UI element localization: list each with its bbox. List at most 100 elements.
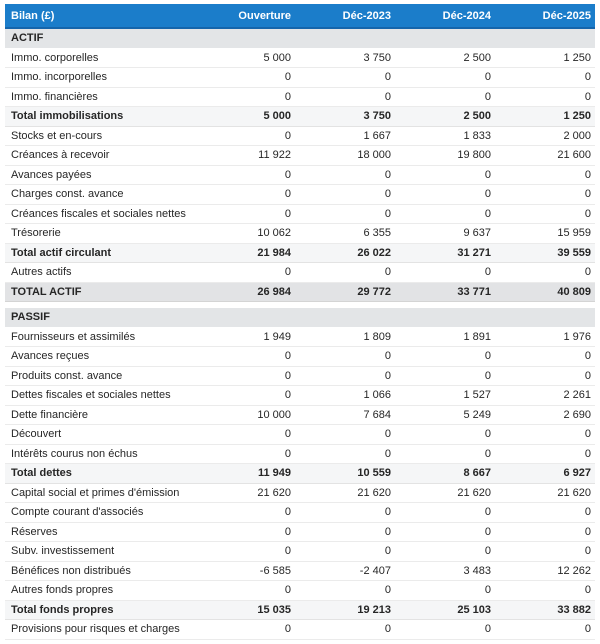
table-row: Immo. financières 0 0 0 0 xyxy=(5,87,595,107)
table-row: Produits const. avance 0 0 0 0 xyxy=(5,366,595,386)
table-row: Réserves 0 0 0 0 xyxy=(5,522,595,542)
cell-value-dec-2025: 0 xyxy=(495,522,595,542)
cell-value-dec-2023: 21 620 xyxy=(295,483,395,503)
cell-value-dec-2023: 3 750 xyxy=(295,48,395,68)
cell-value-dec-2023: 0 xyxy=(295,580,395,601)
row-label: Bénéfices non distribués xyxy=(5,561,195,581)
cell-value-dec-2025: 0 xyxy=(495,424,595,445)
row-label: Dettes fiscales et sociales nettes xyxy=(5,385,195,406)
cell-value-ouverture: 0 xyxy=(195,385,295,406)
table-row: Découvert 0 0 0 0 xyxy=(5,424,595,445)
cell-value-dec-2024: 0 xyxy=(395,184,495,205)
cell-value-ouverture: 11 922 xyxy=(195,145,295,166)
table-row: Autres fonds propres 0 0 0 0 xyxy=(5,580,595,601)
cell-value-ouverture: 21 984 xyxy=(195,242,295,263)
cell-value-dec-2024: 2 500 xyxy=(395,48,495,68)
row-label: Avances reçues xyxy=(5,346,195,367)
cell-value-ouverture: 0 xyxy=(195,366,295,386)
column-header-dec-2023: Déc-2023 xyxy=(295,4,395,29)
row-label: Produits const. avance xyxy=(5,366,195,386)
cell-value-ouverture: 0 xyxy=(195,346,295,367)
cell-value-dec-2024: 0 xyxy=(395,346,495,367)
cell-value-dec-2024: 31 271 xyxy=(395,242,495,263)
table-row: Total fonds propres 15 035 19 213 25 103… xyxy=(5,599,595,620)
row-label: Découvert xyxy=(5,424,195,445)
cell-value-ouverture: 0 xyxy=(195,87,295,107)
cell-value-dec-2024: 5 249 xyxy=(395,405,495,425)
balance-sheet-table: Bilan (£) Ouverture Déc-2023 Déc-2024 Dé… xyxy=(5,4,595,644)
cell-value-dec-2025: 21 620 xyxy=(495,483,595,503)
row-label: Autres fonds propres xyxy=(5,580,195,601)
table-header: Bilan (£) Ouverture Déc-2023 Déc-2024 Dé… xyxy=(5,4,595,29)
cell-value-dec-2025: 12 262 xyxy=(495,561,595,581)
cell-value-dec-2025: 0 xyxy=(495,262,595,283)
cell-value-ouverture: 0 xyxy=(195,67,295,88)
cell-value-dec-2025: 1 976 xyxy=(495,327,595,347)
cell-value-dec-2024: 0 xyxy=(395,67,495,88)
cell-value-dec-2024: 0 xyxy=(395,619,495,640)
row-label: Immo. corporelles xyxy=(5,48,195,68)
cell-value-dec-2024: 9 637 xyxy=(395,223,495,244)
cell-value-dec-2025: 39 559 xyxy=(495,242,595,263)
cell-value-ouverture: 0 xyxy=(195,619,295,640)
cell-value-ouverture: 0 xyxy=(195,262,295,283)
cell-value-dec-2023: 7 684 xyxy=(295,405,395,425)
table-row: Autres passifs 0 0 0 0 xyxy=(5,639,595,644)
cell-value-dec-2025: 0 xyxy=(495,67,595,88)
cell-value-dec-2023: 0 xyxy=(295,346,395,367)
cell-value-ouverture: 0 xyxy=(195,165,295,185)
row-label: Autres actifs xyxy=(5,262,195,283)
cell-value-dec-2023: 0 xyxy=(295,619,395,640)
cell-value-dec-2023: 0 xyxy=(295,424,395,445)
cell-value-dec-2023: 26 022 xyxy=(295,242,395,263)
table-body: ACTIF Immo. corporelles 5 000 3 750 2 50… xyxy=(5,28,595,644)
cell-value-dec-2025: 33 882 xyxy=(495,599,595,620)
cell-value-dec-2024: 0 xyxy=(395,165,495,185)
cell-value-dec-2025: 0 xyxy=(495,619,595,640)
cell-value-dec-2025: 2 690 xyxy=(495,405,595,425)
row-label: Immo. financières xyxy=(5,87,195,107)
row-label: Créances fiscales et sociales nettes xyxy=(5,204,195,224)
table-row: Intérêts courus non échus 0 0 0 0 xyxy=(5,444,595,464)
cell-value-dec-2025: 2 261 xyxy=(495,385,595,406)
cell-value-dec-2024: 0 xyxy=(395,580,495,601)
cell-value-ouverture: 11 949 xyxy=(195,463,295,484)
cell-value-dec-2025: 6 927 xyxy=(495,463,595,484)
table-row: Stocks et en-cours 0 1 667 1 833 2 000 xyxy=(5,126,595,146)
cell-value-dec-2023: 0 xyxy=(295,87,395,107)
cell-value-dec-2023: 0 xyxy=(295,204,395,224)
row-label: Capital social et primes d'émission xyxy=(5,483,195,503)
cell-value-dec-2023: 3 750 xyxy=(295,106,395,127)
cell-value-ouverture: -6 585 xyxy=(195,561,295,581)
cell-value-dec-2023: 29 772 xyxy=(295,281,395,302)
table-row: Capital social et primes d'émission 21 6… xyxy=(5,483,595,503)
column-header-dec-2025: Déc-2025 xyxy=(495,4,595,29)
cell-value-dec-2025: 0 xyxy=(495,580,595,601)
row-label: Fournisseurs et assimilés xyxy=(5,327,195,347)
cell-value-dec-2024: 1 833 xyxy=(395,126,495,146)
cell-value-dec-2024: 0 xyxy=(395,424,495,445)
cell-value-ouverture: 0 xyxy=(195,502,295,523)
section-header-row: ACTIF xyxy=(5,28,595,49)
cell-value-dec-2023: 6 355 xyxy=(295,223,395,244)
cell-value-dec-2025: 21 600 xyxy=(495,145,595,166)
cell-value-dec-2024: 0 xyxy=(395,262,495,283)
cell-value-dec-2025: 15 959 xyxy=(495,223,595,244)
section-spacer xyxy=(5,301,595,308)
cell-value-ouverture: 0 xyxy=(195,580,295,601)
cell-value-dec-2024: 33 771 xyxy=(395,281,495,302)
row-label: Stocks et en-cours xyxy=(5,126,195,146)
cell-value-ouverture: 0 xyxy=(195,639,295,644)
row-label: Total immobilisations xyxy=(5,106,195,127)
row-label: Compte courant d'associés xyxy=(5,502,195,523)
cell-value-dec-2025: 0 xyxy=(495,165,595,185)
table-row: Créances fiscales et sociales nettes 0 0… xyxy=(5,204,595,224)
cell-value-dec-2023: 19 213 xyxy=(295,599,395,620)
table-row: Avances payées 0 0 0 0 xyxy=(5,165,595,185)
cell-value-dec-2023: 1 809 xyxy=(295,327,395,347)
cell-value-dec-2023: 0 xyxy=(295,502,395,523)
row-label: TOTAL ACTIF xyxy=(5,281,195,302)
table-row: Provisions pour risques et charges 0 0 0… xyxy=(5,619,595,640)
column-header-bilan: Bilan (£) xyxy=(5,4,195,29)
cell-value-dec-2024: 0 xyxy=(395,204,495,224)
